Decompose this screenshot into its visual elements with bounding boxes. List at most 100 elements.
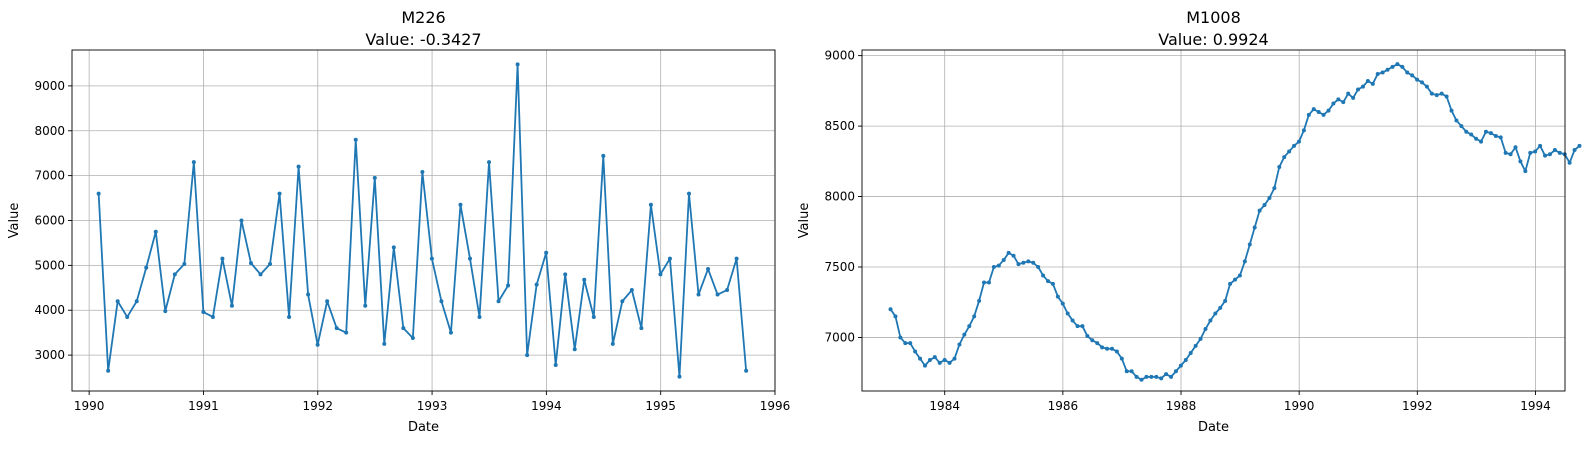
data-point	[1109, 346, 1114, 351]
data-point	[1046, 279, 1051, 284]
data-point	[952, 356, 957, 361]
data-point	[410, 336, 415, 341]
y-tick-label: 3000	[34, 348, 65, 362]
data-point	[1316, 110, 1321, 114]
x-tick-label: 1988	[1166, 399, 1197, 413]
data-point	[1119, 356, 1124, 361]
data-point	[191, 160, 196, 165]
data-point	[1100, 345, 1105, 350]
data-point	[1331, 101, 1336, 106]
data-point	[1483, 129, 1488, 134]
data-point	[1405, 70, 1410, 75]
data-point	[1237, 273, 1242, 278]
data-point	[153, 229, 158, 234]
data-point	[1513, 145, 1518, 150]
data-point	[277, 191, 282, 196]
chart-panel-2: M1008 Value: 0.9924 1984 1986 1988 1990 1992 19…	[797, 8, 1582, 435]
data-point	[534, 282, 539, 287]
data-point	[1159, 376, 1164, 381]
data-point	[1085, 334, 1090, 339]
data-point	[248, 261, 253, 266]
data-point	[1380, 70, 1385, 75]
data-point	[144, 265, 149, 270]
data-point	[942, 358, 947, 362]
data-point	[648, 202, 653, 207]
data-point	[239, 218, 244, 223]
data-point	[957, 342, 962, 347]
data-point	[677, 374, 682, 379]
x-tick-label: 1991	[188, 399, 219, 413]
data-point	[1213, 311, 1218, 316]
data-point	[986, 280, 991, 285]
data-point	[325, 299, 330, 304]
data-point	[572, 347, 577, 352]
data-point	[1547, 152, 1552, 157]
data-point	[1105, 346, 1110, 351]
data-point	[1538, 143, 1543, 148]
chart-subtitle: Value: -0.3427	[365, 30, 481, 49]
data-point	[1287, 149, 1292, 154]
y-tick-label: 4000	[34, 303, 65, 317]
data-point	[1242, 259, 1247, 264]
data-point	[496, 299, 501, 304]
data-point	[1188, 350, 1193, 355]
data-point	[629, 288, 634, 293]
data-point	[1356, 87, 1361, 92]
data-point	[982, 280, 987, 285]
data-point	[1326, 108, 1331, 113]
data-point	[125, 314, 130, 319]
data-point	[893, 314, 898, 319]
data-point	[913, 349, 918, 354]
data-point	[1523, 169, 1528, 174]
data-point	[334, 326, 339, 331]
data-point	[182, 262, 187, 267]
data-point	[1385, 67, 1390, 72]
data-point	[1095, 341, 1100, 346]
data-point	[1346, 91, 1351, 96]
data-point	[1341, 100, 1346, 105]
data-point	[1277, 164, 1282, 169]
data-point	[977, 298, 982, 303]
x-tick-label: 1990	[74, 399, 105, 413]
data-point	[1129, 369, 1134, 374]
data-point	[725, 288, 730, 293]
y-tick-label: 9000	[824, 49, 855, 63]
data-point	[1429, 91, 1434, 96]
data-point	[937, 360, 942, 365]
data-point	[1080, 324, 1085, 329]
y-tick-label: 8000	[34, 124, 65, 138]
data-point	[1218, 305, 1223, 310]
data-point	[1528, 150, 1533, 155]
data-point	[962, 332, 967, 337]
data-point	[639, 326, 644, 331]
data-point	[1365, 79, 1370, 83]
chart-title: M226	[401, 8, 445, 27]
data-point	[1434, 93, 1439, 98]
data-point	[1508, 152, 1513, 157]
data-point	[1031, 260, 1036, 265]
data-point	[1223, 298, 1228, 303]
data-point	[448, 330, 453, 335]
data-point	[1055, 294, 1060, 299]
data-point	[515, 62, 520, 67]
data-point	[1459, 124, 1464, 129]
y-tick-label: 8000	[824, 190, 855, 204]
data-point	[591, 314, 596, 319]
data-point	[134, 299, 139, 304]
data-point	[1454, 118, 1459, 123]
chart-title: M1008	[1186, 8, 1241, 27]
data-point	[1572, 148, 1577, 153]
data-point	[967, 324, 972, 329]
data-point	[315, 342, 320, 347]
data-point	[996, 263, 1001, 268]
data-point	[1415, 77, 1420, 82]
data-point	[1424, 84, 1429, 89]
x-tick-label: 1984	[929, 399, 960, 413]
data-point	[1262, 203, 1267, 207]
x-tick-label: 1990	[1284, 399, 1315, 413]
data-point	[1552, 148, 1557, 153]
chart-panel-1: M226 Value: -0.3427 1990 1991 1992 1993 1994 19…	[7, 8, 790, 435]
data-point	[363, 303, 368, 308]
data-point	[1267, 195, 1272, 200]
